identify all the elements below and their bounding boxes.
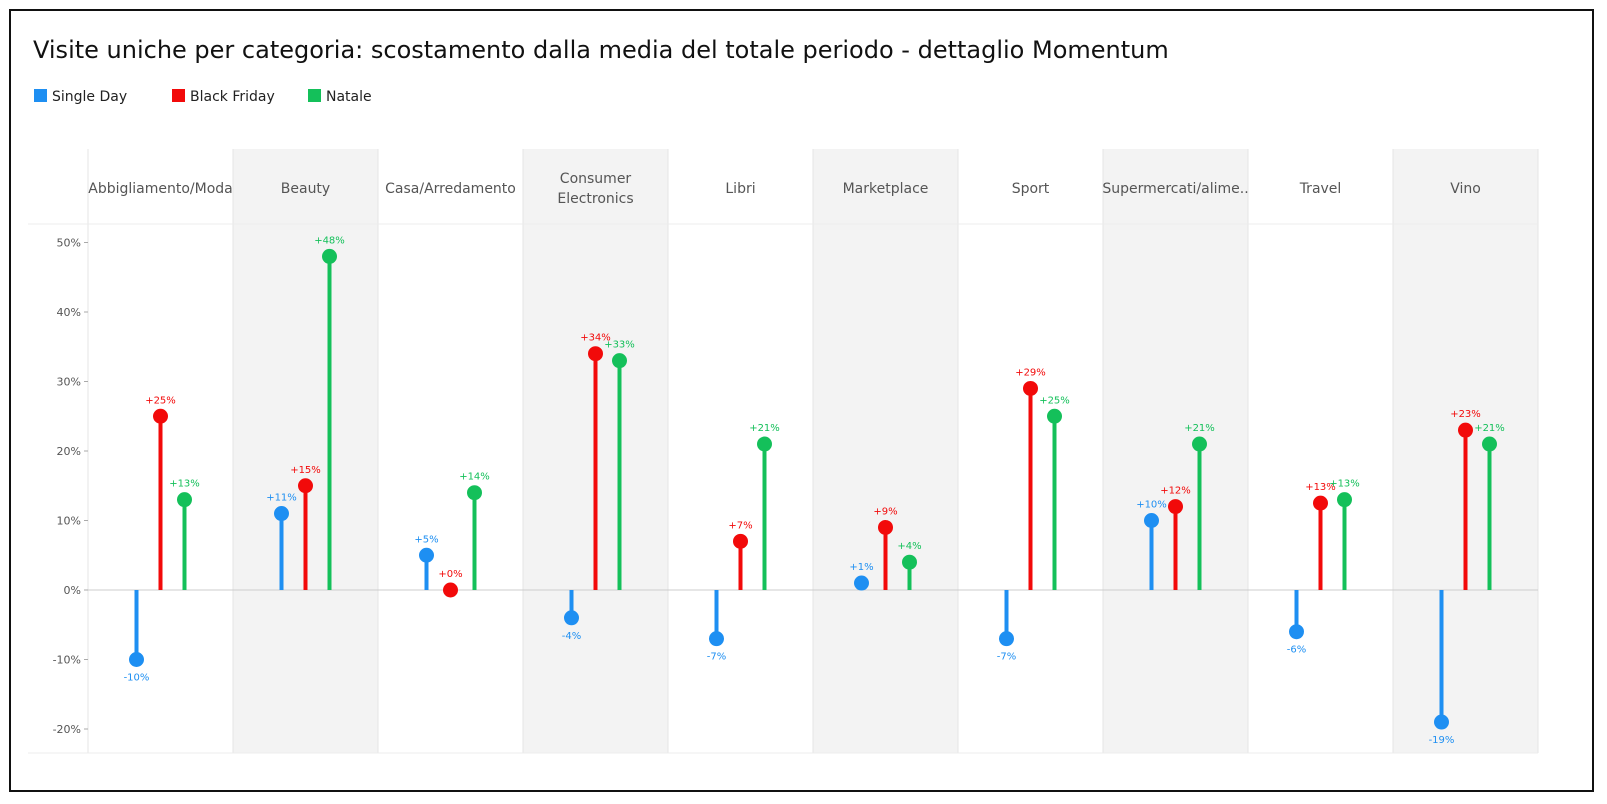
natale-point bbox=[1482, 436, 1497, 452]
black-friday-data-label: +23% bbox=[1450, 409, 1481, 420]
single-day-data-label: -10% bbox=[124, 673, 150, 684]
natale-data-label: +48% bbox=[314, 235, 345, 246]
y-tick-label: 20% bbox=[57, 445, 81, 458]
natale-point bbox=[177, 492, 192, 508]
category-label: Supermercati/alime.. bbox=[1102, 181, 1248, 197]
natale-point bbox=[612, 353, 627, 369]
natale-data-label: +21% bbox=[1474, 423, 1505, 434]
category-label: Abbigliamento/Moda bbox=[88, 181, 233, 197]
y-tick-label: 50% bbox=[57, 237, 81, 250]
y-tick-label: 30% bbox=[57, 376, 81, 389]
y-tick-label: 40% bbox=[57, 306, 81, 319]
legend-swatch-natale bbox=[308, 89, 321, 102]
single-day-data-label: +1% bbox=[849, 562, 873, 573]
natale-data-label: +21% bbox=[749, 423, 780, 434]
single-day-point bbox=[564, 610, 579, 626]
single-day-point bbox=[274, 506, 289, 522]
column-band bbox=[233, 149, 378, 753]
y-tick-label: 0% bbox=[64, 584, 81, 597]
legend-label-natale: Natale bbox=[326, 89, 372, 105]
natale-point bbox=[757, 436, 772, 452]
black-friday-point bbox=[878, 519, 893, 535]
black-friday-point bbox=[153, 408, 168, 424]
category-label: Consumer Electronics bbox=[557, 171, 633, 207]
natale-data-label: +33% bbox=[604, 340, 635, 351]
natale-point bbox=[1047, 408, 1062, 424]
natale-data-label: +21% bbox=[1184, 423, 1215, 434]
category-label: Casa/Arredamento bbox=[385, 181, 516, 197]
y-tick-label: -10% bbox=[53, 654, 81, 667]
single-day-point bbox=[129, 652, 144, 667]
legend-item-black-friday[interactable]: Black Friday bbox=[172, 89, 275, 105]
natale-data-label: +13% bbox=[1329, 479, 1360, 490]
legend-label-black-friday: Black Friday bbox=[190, 89, 275, 105]
black-friday-data-label: +7% bbox=[728, 520, 752, 531]
single-day-data-label: -6% bbox=[1287, 645, 1306, 656]
natale-data-label: +25% bbox=[1039, 395, 1070, 406]
legend-item-natale[interactable]: Natale bbox=[308, 89, 372, 105]
natale-data-label: +13% bbox=[169, 479, 200, 490]
single-day-data-label: +11% bbox=[266, 493, 297, 504]
natale-point bbox=[902, 554, 917, 570]
natale-point bbox=[1192, 436, 1207, 452]
black-friday-point bbox=[733, 533, 748, 549]
natale-point bbox=[1337, 492, 1352, 508]
single-day-point bbox=[1144, 513, 1159, 528]
single-day-point bbox=[854, 575, 869, 591]
column-band bbox=[813, 149, 958, 753]
legend-item-single-day[interactable]: Single Day bbox=[34, 89, 127, 105]
natale-data-label: +4% bbox=[897, 541, 921, 552]
category-label: Vino bbox=[1450, 181, 1481, 197]
category-label: Marketplace bbox=[843, 181, 929, 197]
black-friday-data-label: +13% bbox=[1305, 482, 1336, 493]
y-tick-label: 10% bbox=[57, 515, 81, 528]
black-friday-data-label: +29% bbox=[1015, 367, 1046, 378]
single-day-point bbox=[709, 631, 724, 647]
single-day-data-label: -4% bbox=[562, 631, 581, 642]
column-band bbox=[1103, 149, 1248, 753]
single-day-point bbox=[419, 547, 434, 563]
y-tick-label: -20% bbox=[53, 723, 81, 736]
category-label: Beauty bbox=[281, 181, 330, 197]
legend-label-single-day: Single Day bbox=[52, 89, 128, 105]
single-day-point bbox=[1289, 624, 1304, 640]
chart-title: Visite uniche per categoria: scostamento… bbox=[33, 36, 1169, 64]
black-friday-data-label: +34% bbox=[580, 333, 611, 344]
black-friday-point bbox=[1313, 495, 1328, 511]
single-day-data-label: +5% bbox=[414, 534, 438, 545]
single-day-point bbox=[1434, 714, 1449, 730]
single-day-data-label: -7% bbox=[997, 652, 1016, 663]
black-friday-point bbox=[1023, 380, 1038, 396]
natale-point bbox=[322, 248, 337, 264]
black-friday-point bbox=[1168, 499, 1183, 515]
single-day-data-label: +10% bbox=[1136, 500, 1167, 511]
black-friday-data-label: +12% bbox=[1160, 486, 1191, 497]
single-day-data-label: -19% bbox=[1429, 735, 1455, 746]
legend-swatch-black-friday bbox=[172, 89, 185, 102]
legend-swatch-single-day bbox=[34, 89, 47, 102]
black-friday-point bbox=[443, 582, 458, 598]
black-friday-data-label: +0% bbox=[438, 569, 462, 580]
natale-point bbox=[467, 485, 482, 501]
black-friday-data-label: +15% bbox=[290, 465, 321, 476]
single-day-point bbox=[999, 631, 1014, 647]
black-friday-data-label: +9% bbox=[873, 506, 897, 517]
single-day-data-label: -7% bbox=[707, 652, 726, 663]
category-label: Sport bbox=[1012, 181, 1050, 197]
category-label: Travel bbox=[1299, 181, 1342, 197]
black-friday-point bbox=[298, 478, 313, 494]
category-label: Libri bbox=[725, 181, 755, 197]
natale-data-label: +14% bbox=[459, 472, 490, 483]
black-friday-data-label: +25% bbox=[145, 395, 176, 406]
black-friday-point bbox=[1458, 422, 1473, 438]
black-friday-point bbox=[588, 346, 603, 362]
